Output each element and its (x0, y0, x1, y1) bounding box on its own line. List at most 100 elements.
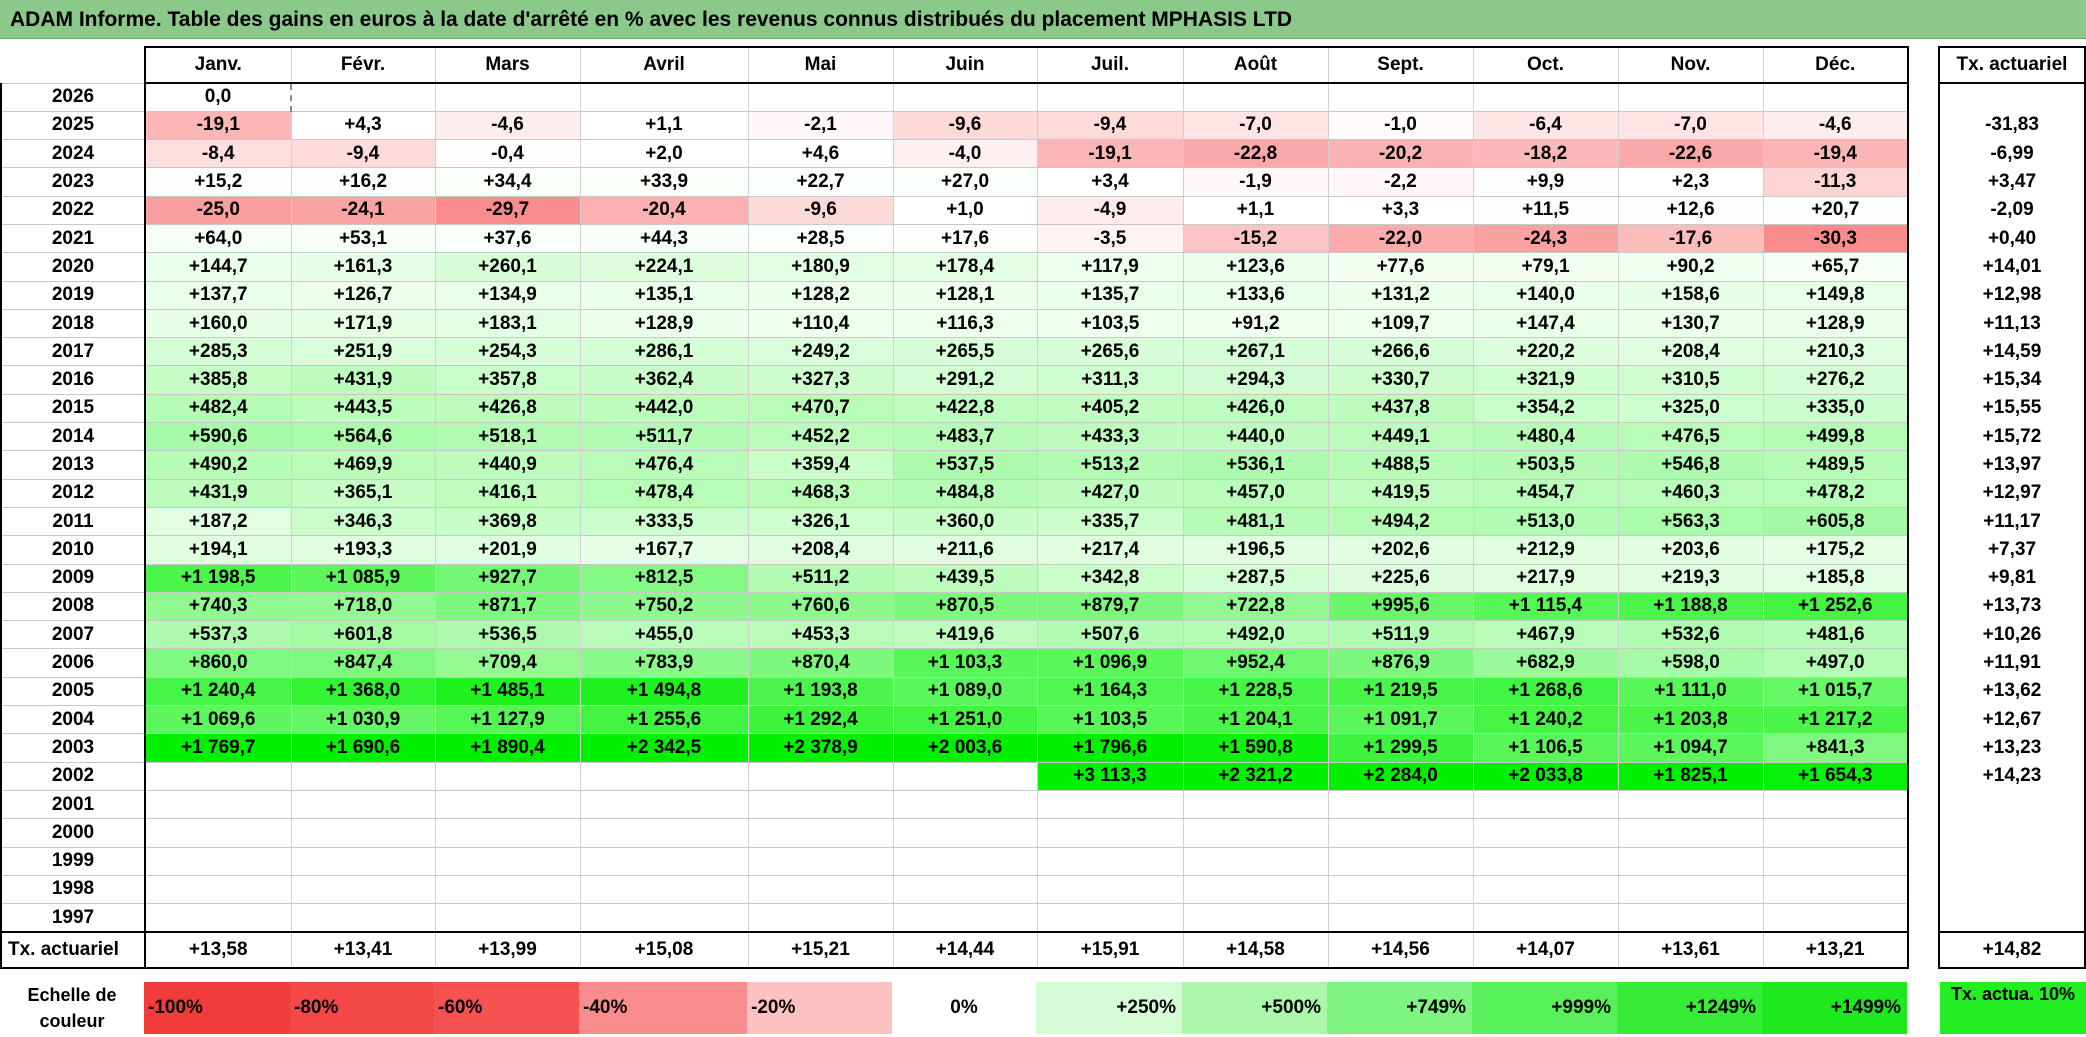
gain-cell: +1 094,7 (1617, 733, 1764, 763)
gain-cell: +1 494,8 (579, 676, 749, 707)
gain-cell: -3,5 (1036, 223, 1184, 254)
footer-rate-value: +13,99 (434, 930, 581, 969)
gain-cell: +225,6 (1327, 563, 1474, 593)
gain-cell (1762, 818, 1909, 848)
footer-rate-value: +13,41 (290, 930, 436, 969)
gain-cell: +196,5 (1182, 535, 1329, 565)
gain-cell: -7,0 (1617, 110, 1764, 141)
rate-value: +15,55 (1938, 394, 2086, 423)
gain-cell: 0,0 (144, 82, 292, 112)
gain-cell (1472, 874, 1619, 905)
gain-cell: +860,0 (144, 648, 292, 678)
gain-cell: +360,0 (892, 506, 1038, 537)
year-label: 2008 (0, 591, 146, 622)
year-label: 2005 (0, 676, 146, 707)
rate-header: Tx. actuariel (1938, 46, 2086, 84)
color-scale-swatch: +250% (1036, 982, 1182, 1034)
gain-cell: +286,1 (579, 337, 749, 367)
gain-cell: +564,6 (290, 422, 436, 452)
gain-cell (1762, 82, 1909, 112)
gain-cell: +126,7 (290, 280, 436, 310)
gain-cell (1036, 874, 1184, 905)
gain-cell: +1 106,5 (1472, 733, 1619, 763)
month-header-4: Avril (579, 46, 749, 84)
color-scale-swatch: -20% (747, 982, 892, 1034)
table-row: 2001 (0, 789, 1909, 820)
gain-cell (579, 874, 749, 905)
gain-cell: +440,9 (434, 450, 581, 480)
gain-cell: +537,5 (892, 450, 1038, 480)
gain-cell: +2,0 (579, 139, 749, 169)
gain-cell: +490,2 (144, 450, 292, 480)
gain-cell: +354,2 (1472, 393, 1619, 424)
gain-cell: +469,9 (290, 450, 436, 480)
month-header-6: Juin (892, 46, 1038, 84)
gain-cell: +346,3 (290, 506, 436, 537)
gain-cell: +44,3 (579, 223, 749, 254)
gain-cell: +476,5 (1617, 422, 1764, 452)
rate-value (1938, 847, 2086, 876)
gain-cell: -1,0 (1327, 110, 1474, 141)
gain-cell: +1 089,0 (892, 676, 1038, 707)
gain-cell (434, 846, 581, 876)
gain-cell: -11,3 (1762, 167, 1909, 197)
gain-cell: -8,4 (144, 139, 292, 169)
year-label: 2019 (0, 280, 146, 310)
gain-cell: +20,7 (1762, 195, 1909, 225)
gain-cell: +266,6 (1327, 337, 1474, 367)
year-label: 2006 (0, 648, 146, 678)
gain-cell: +34,4 (434, 167, 581, 197)
gain-cell: +79,1 (1472, 252, 1619, 282)
gain-cell: +294,3 (1182, 365, 1329, 395)
gain-cell: -4,9 (1036, 195, 1184, 225)
gain-cell: +2 284,0 (1327, 761, 1474, 791)
gain-cell: +1 096,9 (1036, 648, 1184, 678)
table-row: 2005 +1 240,4 +1 368,0 +1 485,1 +1 494,8 +1 1… (0, 676, 1909, 707)
gain-cell: +311,3 (1036, 365, 1184, 395)
gain-cell: +193,3 (290, 535, 436, 565)
gain-cell: +291,2 (892, 365, 1038, 395)
gain-cell: +489,5 (1762, 450, 1909, 480)
table-row: 2011 +187,2 +346,3 +369,8 +333,5 +326,1 +360,0… (0, 506, 1909, 537)
gain-cell: +443,5 (290, 393, 436, 424)
gain-cell: +437,8 (1327, 393, 1474, 424)
table-row: 2007 +537,3 +601,8 +536,5 +455,0 +453,3 +419,6… (0, 620, 1909, 650)
gain-cell (434, 82, 581, 112)
gain-cell: +1 203,8 (1617, 705, 1764, 735)
gain-cell: +260,1 (434, 252, 581, 282)
gain-cell (1036, 818, 1184, 848)
gain-cell: +452,2 (747, 422, 894, 452)
gain-cell (579, 846, 749, 876)
month-header-2: Févr. (290, 46, 436, 84)
gain-cell: -6,4 (1472, 110, 1619, 141)
gain-cell: -24,1 (290, 195, 436, 225)
gain-cell (579, 761, 749, 791)
gain-cell: +65,7 (1762, 252, 1909, 282)
gain-cell (747, 789, 894, 820)
gain-cell: +492,0 (1182, 620, 1329, 650)
table-row: 2023 +15,2 +16,2 +34,4 +33,9 +22,7 +27,0 +3,4 -1… (0, 167, 1909, 197)
gain-cell: +147,4 (1472, 308, 1619, 339)
month-header-1: Janv. (144, 46, 292, 84)
gain-cell: +110,4 (747, 308, 894, 339)
rate-value: +0,40 (1938, 224, 2086, 253)
gain-cell: +1 103,5 (1036, 705, 1184, 735)
gain-cell: -0,4 (434, 139, 581, 169)
month-header-7: Juil. (1036, 46, 1184, 84)
table-row: 2025 -19,1 +4,3 -4,6 +1,1 -2,1 -9,6 -9,4 -7,0 -1,… (0, 110, 1909, 141)
gain-cell: +160,0 (144, 308, 292, 339)
gain-cell: +362,4 (579, 365, 749, 395)
gain-cell: +494,2 (1327, 506, 1474, 537)
gain-cell (579, 818, 749, 848)
gain-cell: +499,8 (1762, 422, 1909, 452)
gain-cell: +870,4 (747, 648, 894, 678)
color-scale-label: Echelle de couleur (27, 985, 117, 1031)
rate-value (1938, 875, 2086, 904)
color-scale-swatch: 0% (892, 982, 1036, 1034)
rate-value: +12,67 (1938, 705, 2086, 734)
gain-cell: +481,1 (1182, 506, 1329, 537)
gain-cell: +251,9 (290, 337, 436, 367)
gain-cell: +1 127,9 (434, 705, 581, 735)
gain-cell: +1 030,9 (290, 705, 436, 735)
gain-cell (290, 761, 436, 791)
